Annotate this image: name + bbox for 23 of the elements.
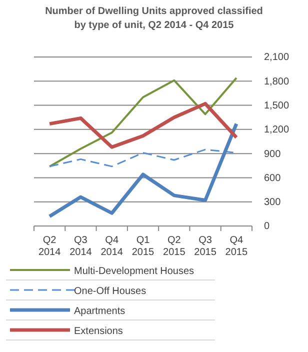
y-tick-label: 1,200 [264,124,290,136]
y-tick-label: 1,500 [264,100,290,112]
x-tick-label: Q1 2015 [132,235,155,258]
x-tick-label: Q4 2014 [100,235,124,258]
x-tick-label: Q2 2015 [163,235,186,258]
legend-label: Multi-Development Houses [74,266,194,277]
line-series [48,122,238,218]
x-tick-label: Q2 2014 [38,235,62,258]
y-tick-label: 1,800 [264,76,290,88]
x-tick-label: Q3 2015 [194,235,217,258]
line-series [48,76,238,168]
legend-label: Apartments [74,306,126,317]
y-tick-label: 600 [264,172,282,184]
x-tick-label: Q3 2014 [70,235,92,258]
y-tick-label: 2,100 [264,52,290,64]
chart-title: Number of Dwelling Units approved classified by type of unit, Q2 2014 - Q4 2015 [45,6,263,31]
y-tick-label: 0 [264,221,270,232]
x-tick-label: Q4 2015 [225,235,248,258]
y-tick-label: 900 [264,148,282,160]
legend-label: Extensions [74,326,123,337]
legend-label: One-Off Houses [74,286,146,297]
line-series [48,102,238,149]
y-tick-label: 300 [264,197,282,208]
